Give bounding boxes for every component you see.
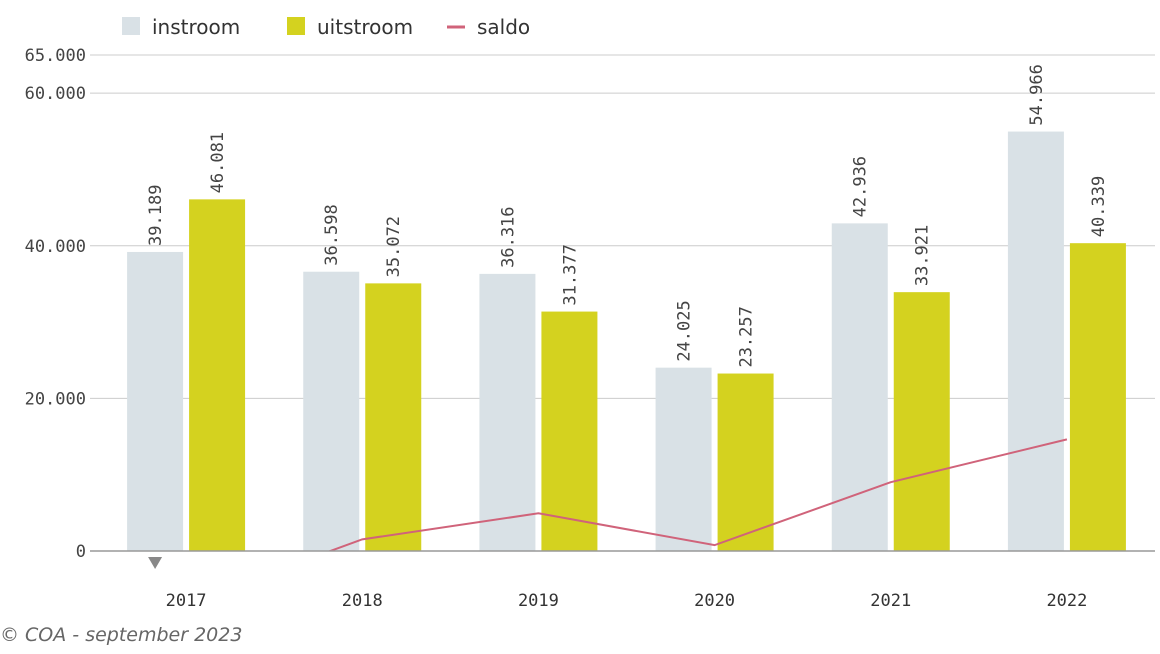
data-label: 39.189 (146, 185, 166, 246)
legend-swatch-uitstroom (287, 17, 305, 35)
bar-instroom-2021 (831, 223, 888, 551)
data-label: 35.072 (384, 216, 404, 277)
y-tick-label: 20.000 (25, 389, 86, 409)
x-tick-label: 2019 (518, 591, 559, 611)
bar-instroom-2017 (127, 251, 184, 552)
data-label: 42.936 (851, 156, 871, 217)
data-label: 24.025 (675, 300, 695, 361)
bar-uitstroom-2019 (541, 311, 598, 551)
saldo-series-line (327, 438, 1068, 551)
bar-instroom-2022 (1007, 131, 1064, 551)
bars (127, 131, 1126, 552)
y-tick-label: 65.000 (25, 46, 86, 66)
gridlines (90, 54, 1155, 399)
bar-instroom-2020 (655, 367, 712, 551)
bar-instroom-2019 (479, 273, 536, 551)
x-tick-label: 2022 (1046, 591, 1087, 611)
data-label: 46.081 (208, 132, 228, 193)
data-labels: 39.189 46.081 36.598 35.072 36.316 31.377 24.0… (146, 64, 1109, 367)
data-label: 23.257 (737, 306, 757, 367)
data-label: 33.921 (913, 225, 933, 286)
x-tick-label: 2021 (870, 591, 911, 611)
x-axis: 2017 2018 2019 2020 2021 2022 (90, 550, 1155, 611)
saldo-line (148, 438, 1068, 569)
x-tick-label: 2017 (166, 591, 207, 611)
data-label: 36.316 (498, 206, 518, 267)
bar-uitstroom-2021 (893, 292, 950, 551)
legend: instroom uitstroom saldo (122, 15, 530, 39)
bar-uitstroom-2022 (1069, 243, 1126, 551)
y-tick-label: 0 (76, 542, 86, 562)
y-axis-ticks: 0 20.000 40.000 60.000 65.000 (25, 46, 86, 562)
data-label: 31.377 (560, 244, 580, 305)
legend-label-instroom: instroom (152, 15, 240, 39)
x-tick-label: 2018 (342, 591, 383, 611)
bar-uitstroom-2020 (717, 373, 774, 551)
bar-uitstroom-2017 (189, 199, 246, 551)
legend-label-uitstroom: uitstroom (317, 15, 413, 39)
y-tick-label: 60.000 (25, 84, 86, 104)
data-label: 36.598 (322, 204, 342, 265)
bar-instroom-2018 (303, 271, 360, 551)
copyright-credit: © COA - september 2023 (0, 624, 243, 646)
x-tick-label: 2020 (694, 591, 735, 611)
data-label: 54.966 (1027, 64, 1047, 125)
bar-uitstroom-2018 (365, 283, 422, 551)
data-label: 40.339 (1089, 176, 1109, 237)
y-tick-label: 40.000 (25, 237, 86, 257)
saldo-offscale-marker (148, 557, 163, 569)
legend-label-saldo: saldo (477, 15, 530, 39)
legend-swatch-instroom (122, 17, 140, 35)
